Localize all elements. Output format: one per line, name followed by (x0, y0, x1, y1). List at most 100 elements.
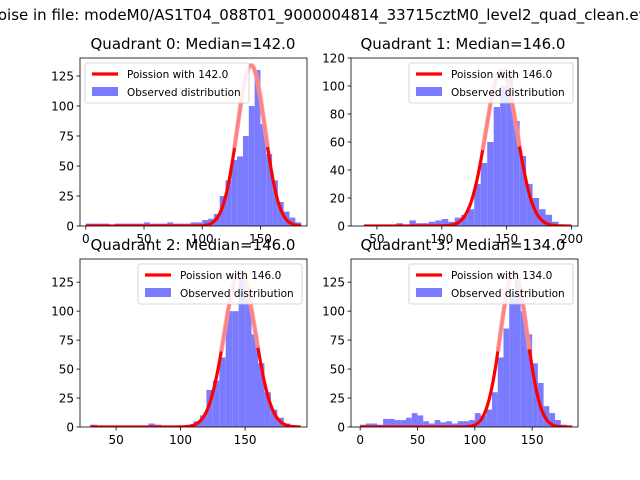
histogram-bar (486, 409, 493, 427)
histogram-bar (394, 420, 401, 427)
quadrant-2-plot-area (89, 269, 301, 427)
y-tick-label: 75 (59, 130, 74, 144)
x-tick-label: 200 (560, 232, 583, 246)
histogram-bar (451, 423, 458, 427)
histogram-bar (190, 222, 197, 226)
histogram-bar (411, 413, 418, 427)
histogram-bar (272, 180, 278, 226)
y-tick-label: 75 (330, 334, 345, 348)
histogram-bar (371, 423, 378, 427)
histogram-bar (552, 221, 559, 226)
legend-observed-label: Observed distribution (451, 288, 565, 300)
histogram-bar (289, 217, 296, 226)
histogram-bar (509, 293, 515, 427)
histogram-bar (260, 124, 267, 226)
histogram-bar (257, 363, 265, 427)
histogram-bar (467, 209, 475, 226)
histogram-bar (513, 121, 520, 226)
histogram-bar (463, 421, 470, 427)
histogram-bar (435, 220, 442, 226)
histogram-bar (461, 214, 468, 226)
quadrant-2-legend: Poission with 146.0 Observed distribution (137, 263, 303, 305)
x-tick-label: 150 (249, 232, 272, 246)
figure-suptitle: Noise in file: modeM0/AS1T04_088T01_9000… (0, 6, 640, 25)
poisson-curve (363, 68, 572, 226)
histogram-bar (480, 415, 487, 427)
y-tick-label: 0 (337, 421, 345, 435)
legend-observed-label: Observed distribution (451, 87, 565, 99)
x-tick-label: 50 (108, 433, 123, 447)
x-tick-label: 150 (521, 433, 544, 447)
histogram-bar (480, 163, 488, 226)
quadrant-0-legend: Poission with 142.0 Observed distribution (84, 62, 250, 104)
histogram-bar (441, 219, 449, 226)
histogram-bar (148, 423, 155, 427)
histogram-bar (242, 136, 249, 226)
histogram-bar (400, 420, 407, 427)
x-tick-label: 100 (430, 232, 453, 246)
quadrant-3-title: Quadrant 3: Median=134.0 (361, 236, 566, 254)
histogram-bar (231, 160, 238, 226)
y-tick-label: 75 (59, 334, 74, 348)
histogram-bar (532, 363, 538, 427)
histogram-bar (492, 392, 498, 427)
legend-box (137, 263, 303, 305)
quadrant-0-plot-area (85, 63, 302, 226)
y-tick-label: 0 (66, 421, 74, 435)
quadrant-2-axes-frame (79, 258, 308, 428)
x-tick-label: 100 (191, 232, 214, 246)
x-tick-label: 50 (369, 232, 384, 246)
poisson-curve (89, 270, 301, 427)
quadrant-1-plot-area (363, 68, 572, 226)
histogram-bar (232, 311, 239, 427)
legend-box (408, 263, 574, 305)
legend-observed-label: Observed distribution (180, 288, 294, 300)
histogram-bar (457, 421, 464, 427)
quadrant-3-chart: 0 50 100 150 0 25 50 75 100 125 Poission with 134.… (322, 236, 579, 447)
quadrant-0-title: Quadrant 0: Median=142.0 (91, 35, 296, 53)
histogram-bar (237, 156, 243, 226)
quadrant-3-legend: Poission with 134.0 Observed distribution (408, 263, 574, 305)
y-tick-label: 50 (330, 363, 345, 377)
histogram-bar (225, 311, 233, 427)
y-tick-label: 100 (322, 305, 345, 319)
x-tick-label: 150 (495, 232, 518, 246)
histogram-bar (219, 357, 226, 427)
histogram-bar (555, 420, 561, 427)
histogram-bar (409, 220, 416, 226)
histogram-bar (417, 415, 424, 427)
histogram-bar (245, 299, 252, 427)
histogram-bar (144, 222, 150, 226)
histogram-bar (440, 422, 447, 427)
y-tick-label: 60 (330, 136, 345, 150)
histogram-bar (545, 214, 553, 226)
legend-poisson-label: Poission with 146.0 (180, 270, 281, 282)
x-tick-label: 100 (169, 433, 192, 447)
quadrant-1-legend: Poission with 146.0 Observed distribution (408, 62, 574, 104)
histogram-bar (206, 389, 213, 427)
legend-poisson-label: Poission with 134.0 (451, 270, 552, 282)
histogram-bar (493, 107, 501, 226)
x-tick-label: 0 (82, 232, 90, 246)
quadrant-1-title: Quadrant 1: Median=146.0 (361, 35, 566, 53)
legend-observed-swatch (145, 288, 171, 297)
legend-poisson-label: Poission with 146.0 (451, 69, 552, 81)
histogram-bar (388, 418, 395, 427)
poisson-curve-highlight (232, 63, 270, 149)
y-tick-label: 125 (322, 276, 345, 290)
quadrant-0-chart: 0 50 100 150 0 25 50 75 100 125 Poission with 142.… (51, 35, 308, 246)
y-tick-label: 125 (51, 276, 74, 290)
y-tick-label: 120 (322, 52, 345, 66)
histogram-bar (474, 184, 481, 226)
histogram-bar (474, 413, 481, 427)
histogram-bar (248, 106, 255, 226)
legend-observed-swatch (416, 87, 442, 96)
histogram-bar (202, 220, 209, 226)
y-tick-label: 50 (59, 160, 74, 174)
y-tick-label: 20 (330, 192, 345, 206)
histogram-bar (514, 276, 521, 427)
legend-box (408, 62, 574, 104)
histogram-bar (212, 380, 220, 427)
histogram-bar (238, 276, 246, 427)
